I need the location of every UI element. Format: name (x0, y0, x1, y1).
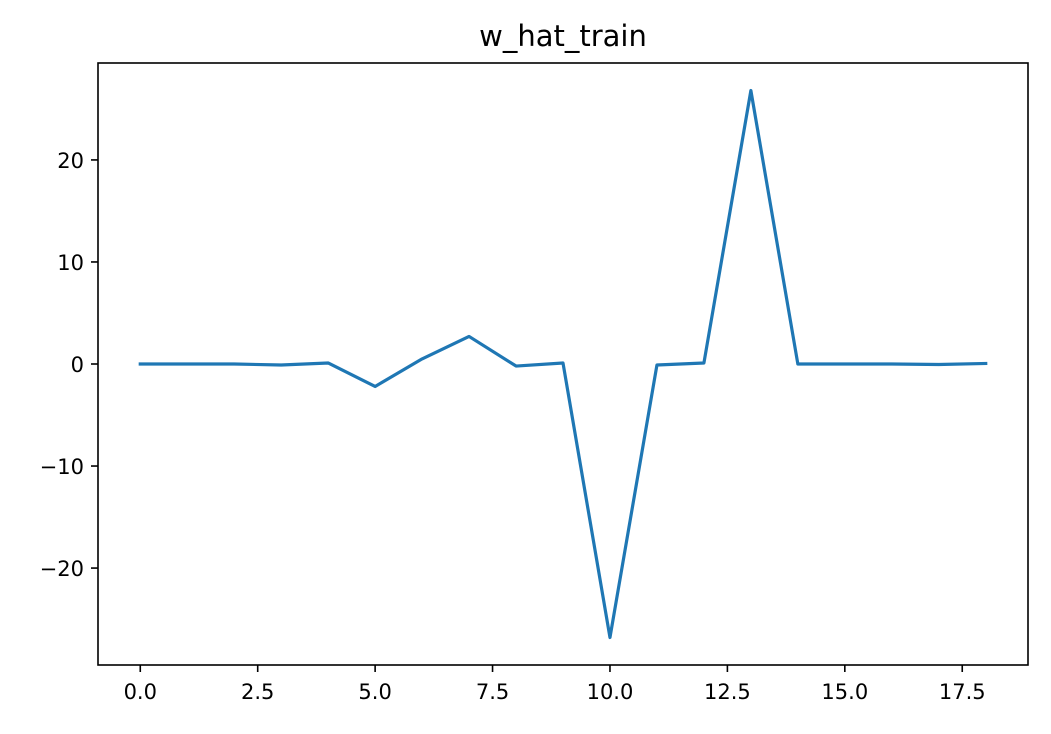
x-tick-label: 15.0 (821, 680, 868, 704)
x-tick-label: 5.0 (358, 680, 391, 704)
x-tick-label: 0.0 (124, 680, 157, 704)
x-tick-label: 17.5 (939, 680, 986, 704)
y-tick-label: 10 (57, 251, 84, 275)
x-tick-label: 2.5 (241, 680, 274, 704)
y-tick-label: 0 (71, 353, 84, 377)
x-tick-label: 10.0 (587, 680, 634, 704)
axis-ticks: 0.0 2.5 5.0 7.5 10.0 12.5 15.0 17.5 −20 −10 0 10 20 (40, 149, 986, 704)
chart-title: w_hat_train (479, 19, 647, 53)
plot-area (138, 88, 988, 640)
x-tick-label: 7.5 (476, 680, 509, 704)
series-line-0 (138, 88, 988, 640)
x-tick-label: 12.5 (704, 680, 751, 704)
y-tick-label: −20 (40, 557, 84, 581)
y-tick-label: −10 (40, 455, 84, 479)
axes-frame (97, 62, 1029, 666)
y-tick-label: 20 (57, 149, 84, 173)
